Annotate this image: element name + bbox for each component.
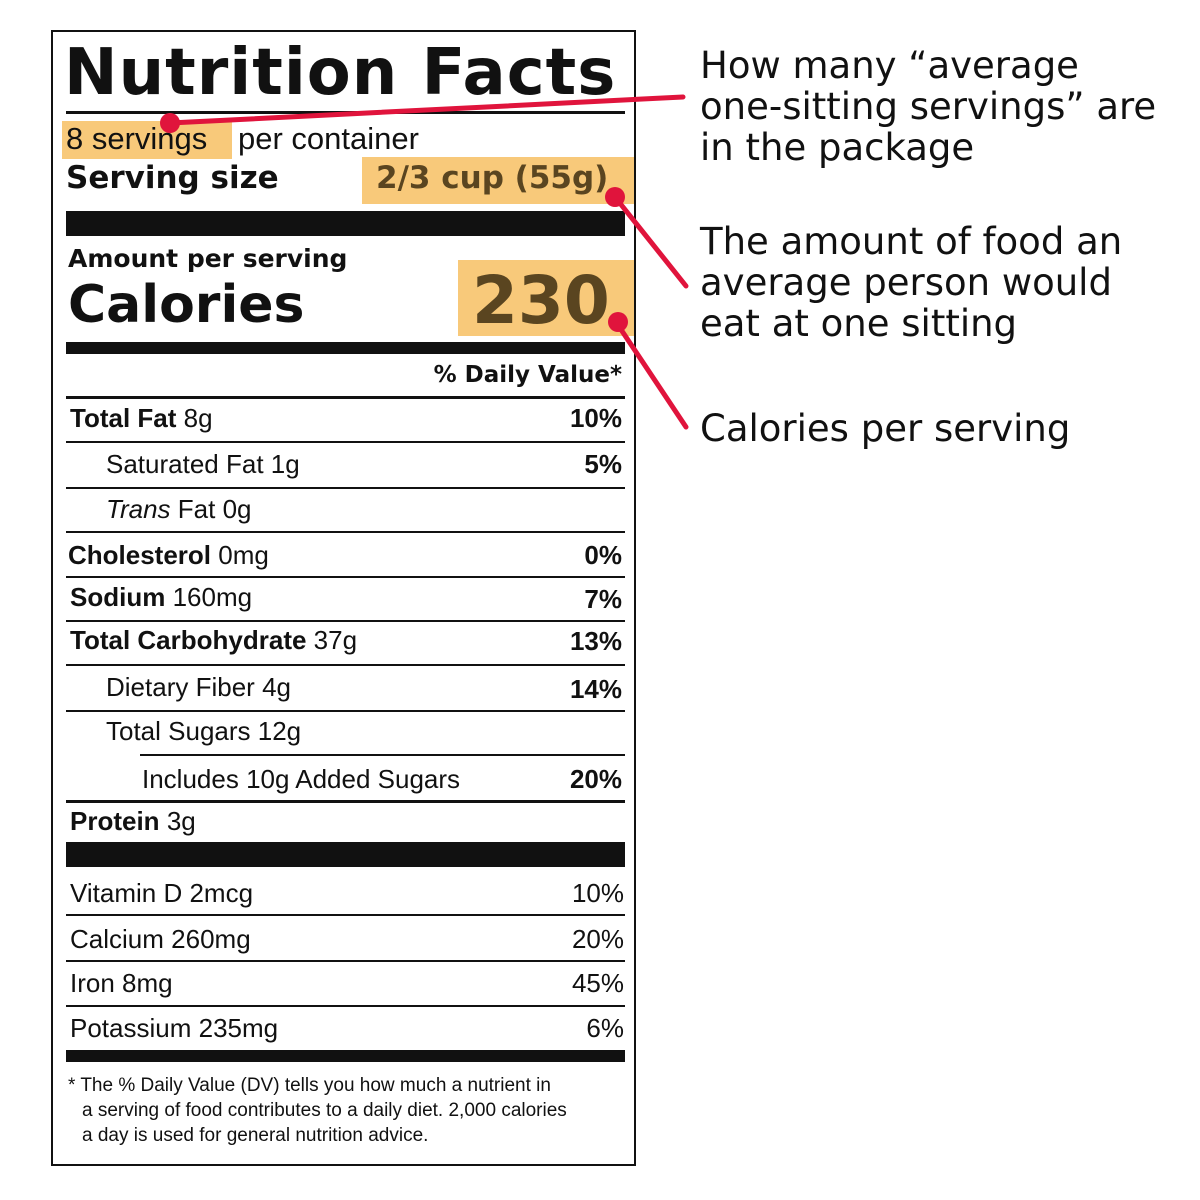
pointer-line-servings (167, 94, 686, 126)
nutrient-amount: 0mg (218, 540, 269, 570)
calories-highlight (458, 260, 634, 336)
calories-value: 230 (472, 262, 610, 339)
row-rule (66, 1005, 625, 1007)
row-rule (66, 487, 625, 489)
nutrient-row-total-fat: Total Fat 8g (70, 403, 213, 434)
servings-count: 8 servings (66, 121, 208, 156)
vitamin-dv: 20% (571, 924, 624, 954)
nutrient-dv: 14% (569, 674, 622, 704)
nutrient-row-total-carbohydrate: Total Carbohydrate 37g (70, 625, 357, 656)
thick-bar-calories (66, 342, 625, 354)
nutrient-dv: 0% (584, 540, 622, 570)
vitamin-row-iron: Iron 8mg (70, 968, 173, 999)
row-rule (66, 710, 625, 712)
nutrient-dv: 10% (569, 403, 622, 433)
footnote-line-1: * The % Daily Value (DV) tells you how m… (68, 1075, 551, 1096)
nutrient-name: Saturated Fat (106, 449, 264, 479)
serving-size-highlight (362, 157, 634, 204)
footnote-line-3: a day is used for general nutrition advi… (82, 1125, 429, 1146)
nutrient-amount: 1g (270, 449, 300, 479)
nutrient-amount: 160mg (172, 582, 253, 612)
nutrient-dv: 13% (569, 626, 622, 656)
vitamin-row-potassium: Potassium 235mg (70, 1013, 278, 1044)
thick-bar-top (66, 211, 625, 236)
row-rule (66, 441, 625, 443)
annotation-serving-size: The amount of food an average person wou… (700, 220, 1123, 345)
nutrient-dv: 7% (584, 584, 622, 614)
serving-size-value: 2/3 cup (55g) (376, 160, 609, 196)
thick-bar-vitamins (66, 842, 625, 867)
annotation-calories: Calories per serving (700, 407, 1071, 450)
nutrient-name-rest: Fat (177, 494, 216, 524)
row-rule (66, 531, 625, 533)
nutrient-amount: 37g (313, 625, 358, 655)
dv-rule (66, 396, 625, 399)
vitamin-row-vitamin-d: Vitamin D 2mcg (70, 878, 253, 909)
row-rule (66, 800, 625, 803)
vitamin-name: Calcium (70, 924, 164, 954)
nutrient-amount: 8g (183, 403, 213, 433)
nutrient-name: Dietary Fiber (106, 672, 255, 702)
vitamin-name: Vitamin D (70, 878, 183, 908)
pointer-dot-calories (608, 312, 628, 332)
row-rule (66, 960, 625, 962)
nutrient-name: Total Fat (70, 403, 177, 433)
servings-suffix: per container (238, 121, 419, 156)
serving-size-label: Serving size (66, 160, 279, 196)
nutrient-row-protein: Protein 3g (70, 806, 196, 837)
row-rule (140, 754, 625, 756)
nutrient-name: Trans (106, 494, 171, 524)
nutrient-dv: 20% (569, 764, 622, 794)
row-rule (66, 914, 625, 916)
nutrient-amount: 4g (262, 672, 291, 702)
nutrient-name: Cholesterol (68, 540, 212, 570)
nutrient-name: Protein (70, 806, 160, 836)
nutrient-name: Sodium (70, 582, 166, 612)
footnote-line-2: a serving of food contributes to a daily… (82, 1100, 567, 1121)
vitamin-amount: 260mg (171, 924, 251, 954)
row-rule (66, 620, 625, 622)
vitamin-name: Iron (70, 968, 115, 998)
vitamin-amount: 235mg (198, 1013, 279, 1043)
row-rule (66, 664, 625, 666)
amount-per-serving: Amount per serving (68, 244, 348, 273)
nutrient-row-cholesterol: Cholesterol 0mg (68, 540, 269, 571)
servings-highlight (62, 121, 232, 159)
row-rule (66, 576, 625, 578)
vitamin-name: Potassium (70, 1013, 192, 1043)
vitamin-dv: 6% (586, 1013, 624, 1043)
vitamin-dv: 45% (571, 968, 624, 998)
vitamin-amount: 8mg (122, 968, 173, 998)
vitamin-dv: 10% (571, 878, 624, 908)
pointer-dot-serving-size (605, 187, 625, 207)
calories-label: Calories (68, 275, 305, 335)
label-title: Nutrition Facts (64, 36, 617, 110)
nutrient-name: Total Carbohydrate (70, 625, 307, 655)
thick-bar-footnote (66, 1050, 625, 1062)
nutrient-row-dietary-fiber: Dietary Fiber 4g (106, 672, 291, 703)
pointer-line-serving-size (612, 194, 689, 289)
nutrient-dv: 5% (584, 449, 622, 479)
annotation-servings: How many “average one-sitting servings” … (700, 44, 1157, 169)
vitamin-amount: 2mcg (189, 878, 254, 908)
nutrient-amount: 12g (257, 716, 302, 746)
pointer-dot-servings (160, 113, 180, 133)
nutrient-row-added-sugars: Includes 10g Added Sugars (142, 764, 460, 795)
nutrient-row-saturated-fat: Saturated Fat 1g (106, 449, 300, 480)
vitamin-row-calcium: Calcium 260mg (70, 924, 251, 955)
nutrient-amount: 3g (166, 806, 196, 836)
nutrient-row-trans-fat: Trans Fat 0g (106, 494, 252, 525)
pointer-line-calories (615, 322, 689, 430)
nutrient-row-total-sugars: Total Sugars 12g (106, 716, 301, 747)
nutrient-name: Total Sugars (106, 716, 251, 746)
nutrient-row-sodium: Sodium 160mg (70, 582, 252, 613)
nutrient-name: Includes 10g Added Sugars (142, 764, 461, 794)
daily-value-header: % Daily Value* (433, 362, 622, 388)
nutrient-amount: 0g (222, 494, 252, 524)
